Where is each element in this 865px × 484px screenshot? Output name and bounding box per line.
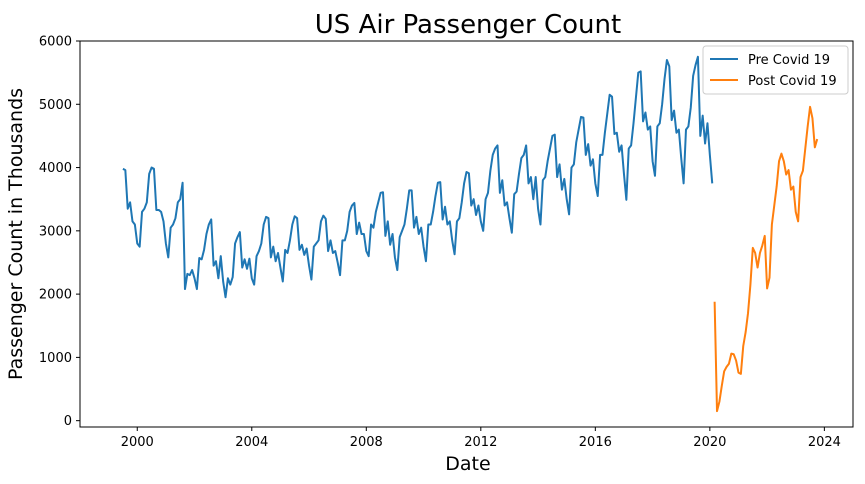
x-tick-label: 2024 bbox=[808, 435, 841, 450]
x-tick-label: 2012 bbox=[464, 435, 497, 450]
series-line-post-covid-19 bbox=[713, 105, 819, 413]
y-axis: 0 1000 2000 3000 4000 5000 6000 bbox=[39, 35, 80, 429]
y-tick-label: 3000 bbox=[39, 224, 72, 239]
legend-box bbox=[702, 45, 849, 95]
axes-frame bbox=[79, 40, 854, 428]
legend: Pre Covid 19 Post Covid 19 bbox=[702, 45, 849, 95]
x-tick-label: 2016 bbox=[579, 435, 612, 450]
y-axis-title: Passenger Count in Thousands bbox=[5, 88, 27, 380]
chart-title: US Air Passenger Count bbox=[315, 10, 621, 40]
y-tick-label: 0 bbox=[64, 414, 72, 429]
x-tick-label: 2004 bbox=[235, 435, 268, 450]
y-tick-label: 1000 bbox=[39, 351, 72, 366]
plot-area bbox=[122, 55, 819, 413]
y-tick-label: 2000 bbox=[39, 288, 72, 303]
series-line-pre-covid-19 bbox=[122, 55, 714, 299]
legend-label-pre-covid: Pre Covid 19 bbox=[748, 53, 830, 68]
x-tick-label: 2000 bbox=[121, 435, 154, 450]
x-tick-label: 2020 bbox=[693, 435, 726, 450]
x-axis-title: Date bbox=[445, 453, 490, 475]
legend-label-post-covid: Post Covid 19 bbox=[748, 74, 837, 89]
x-axis: 2000 2004 2008 2012 2016 2020 2024 bbox=[121, 427, 841, 450]
y-tick-label: 4000 bbox=[39, 161, 72, 176]
y-tick-label: 5000 bbox=[39, 98, 72, 113]
x-tick-label: 2008 bbox=[350, 435, 383, 450]
y-tick-label: 6000 bbox=[39, 35, 72, 50]
